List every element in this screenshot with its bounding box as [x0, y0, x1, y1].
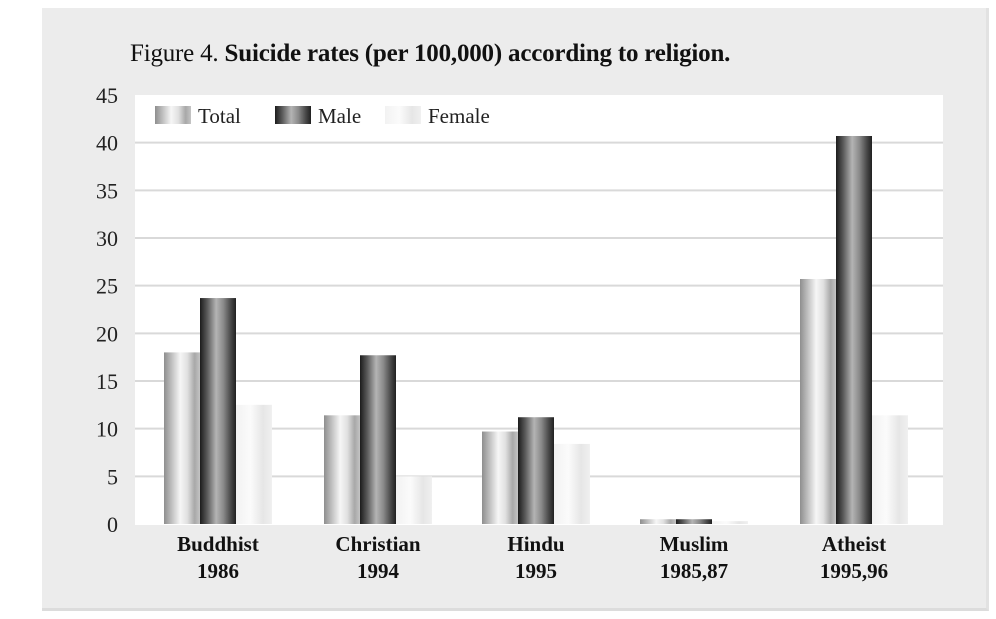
- bar-total-atheist: [800, 278, 836, 524]
- legend-label-total: Total: [198, 104, 241, 128]
- y-tick-label: 0: [107, 512, 118, 537]
- x-category-label: Hindu: [507, 532, 565, 556]
- legend-swatch-female: [385, 106, 421, 124]
- x-axis-categories: Buddhist 1986 Christian 1994 Hindu 1995 Muslim…: [177, 532, 888, 583]
- bar-male-christian: [360, 355, 396, 524]
- y-tick-label: 40: [96, 131, 118, 156]
- y-tick-label: 30: [96, 226, 118, 251]
- x-category-label: Buddhist: [177, 532, 259, 556]
- x-category-year: 1985,87: [660, 559, 728, 583]
- y-tick-label: 45: [96, 83, 118, 108]
- y-tick-label: 35: [96, 178, 118, 203]
- chart-title: Figure 4. Suicide rates (per 100,000) ac…: [130, 40, 730, 68]
- bar-female-buddhist: [236, 404, 272, 524]
- bar-female-hindu: [554, 443, 590, 524]
- bar-total-muslim: [640, 519, 676, 524]
- bar-female-muslim: [712, 521, 748, 524]
- figure-number: Figure 4.: [130, 40, 219, 67]
- legend: Total Male Female: [155, 104, 490, 128]
- x-category-label: Muslim: [660, 532, 729, 556]
- bar-total-hindu: [482, 431, 518, 524]
- x-category-year: 1995: [515, 559, 557, 583]
- x-category-label: Christian: [335, 532, 421, 556]
- legend-label-male: Male: [318, 104, 361, 128]
- bar-male-hindu: [518, 417, 554, 524]
- legend-swatch-total: [155, 106, 191, 124]
- figure-caption: Suicide rates (per 100,000) according to…: [224, 40, 731, 67]
- bar-male-muslim: [676, 519, 712, 524]
- bar-total-christian: [324, 415, 360, 524]
- bar-female-atheist: [872, 415, 908, 524]
- x-category-year: 1994: [357, 559, 400, 583]
- bars: [164, 135, 908, 524]
- y-tick-label: 15: [96, 369, 118, 394]
- y-tick-label: 25: [96, 274, 118, 299]
- x-category-year: 1986: [197, 559, 239, 583]
- y-tick-label: 20: [96, 321, 118, 346]
- bar-female-christian: [396, 476, 432, 524]
- y-axis-ticks: 0 5 10 15 20 25 30 35 40 45: [96, 83, 118, 537]
- bar-total-buddhist: [164, 352, 200, 524]
- y-tick-label: 5: [107, 464, 118, 489]
- y-tick-label: 10: [96, 417, 118, 442]
- bar-male-buddhist: [200, 298, 236, 524]
- x-category-label: Atheist: [822, 532, 886, 556]
- legend-label-female: Female: [428, 104, 490, 128]
- x-category-year: 1995,96: [820, 559, 888, 583]
- legend-swatch-male: [275, 106, 311, 124]
- bar-male-atheist: [836, 135, 872, 524]
